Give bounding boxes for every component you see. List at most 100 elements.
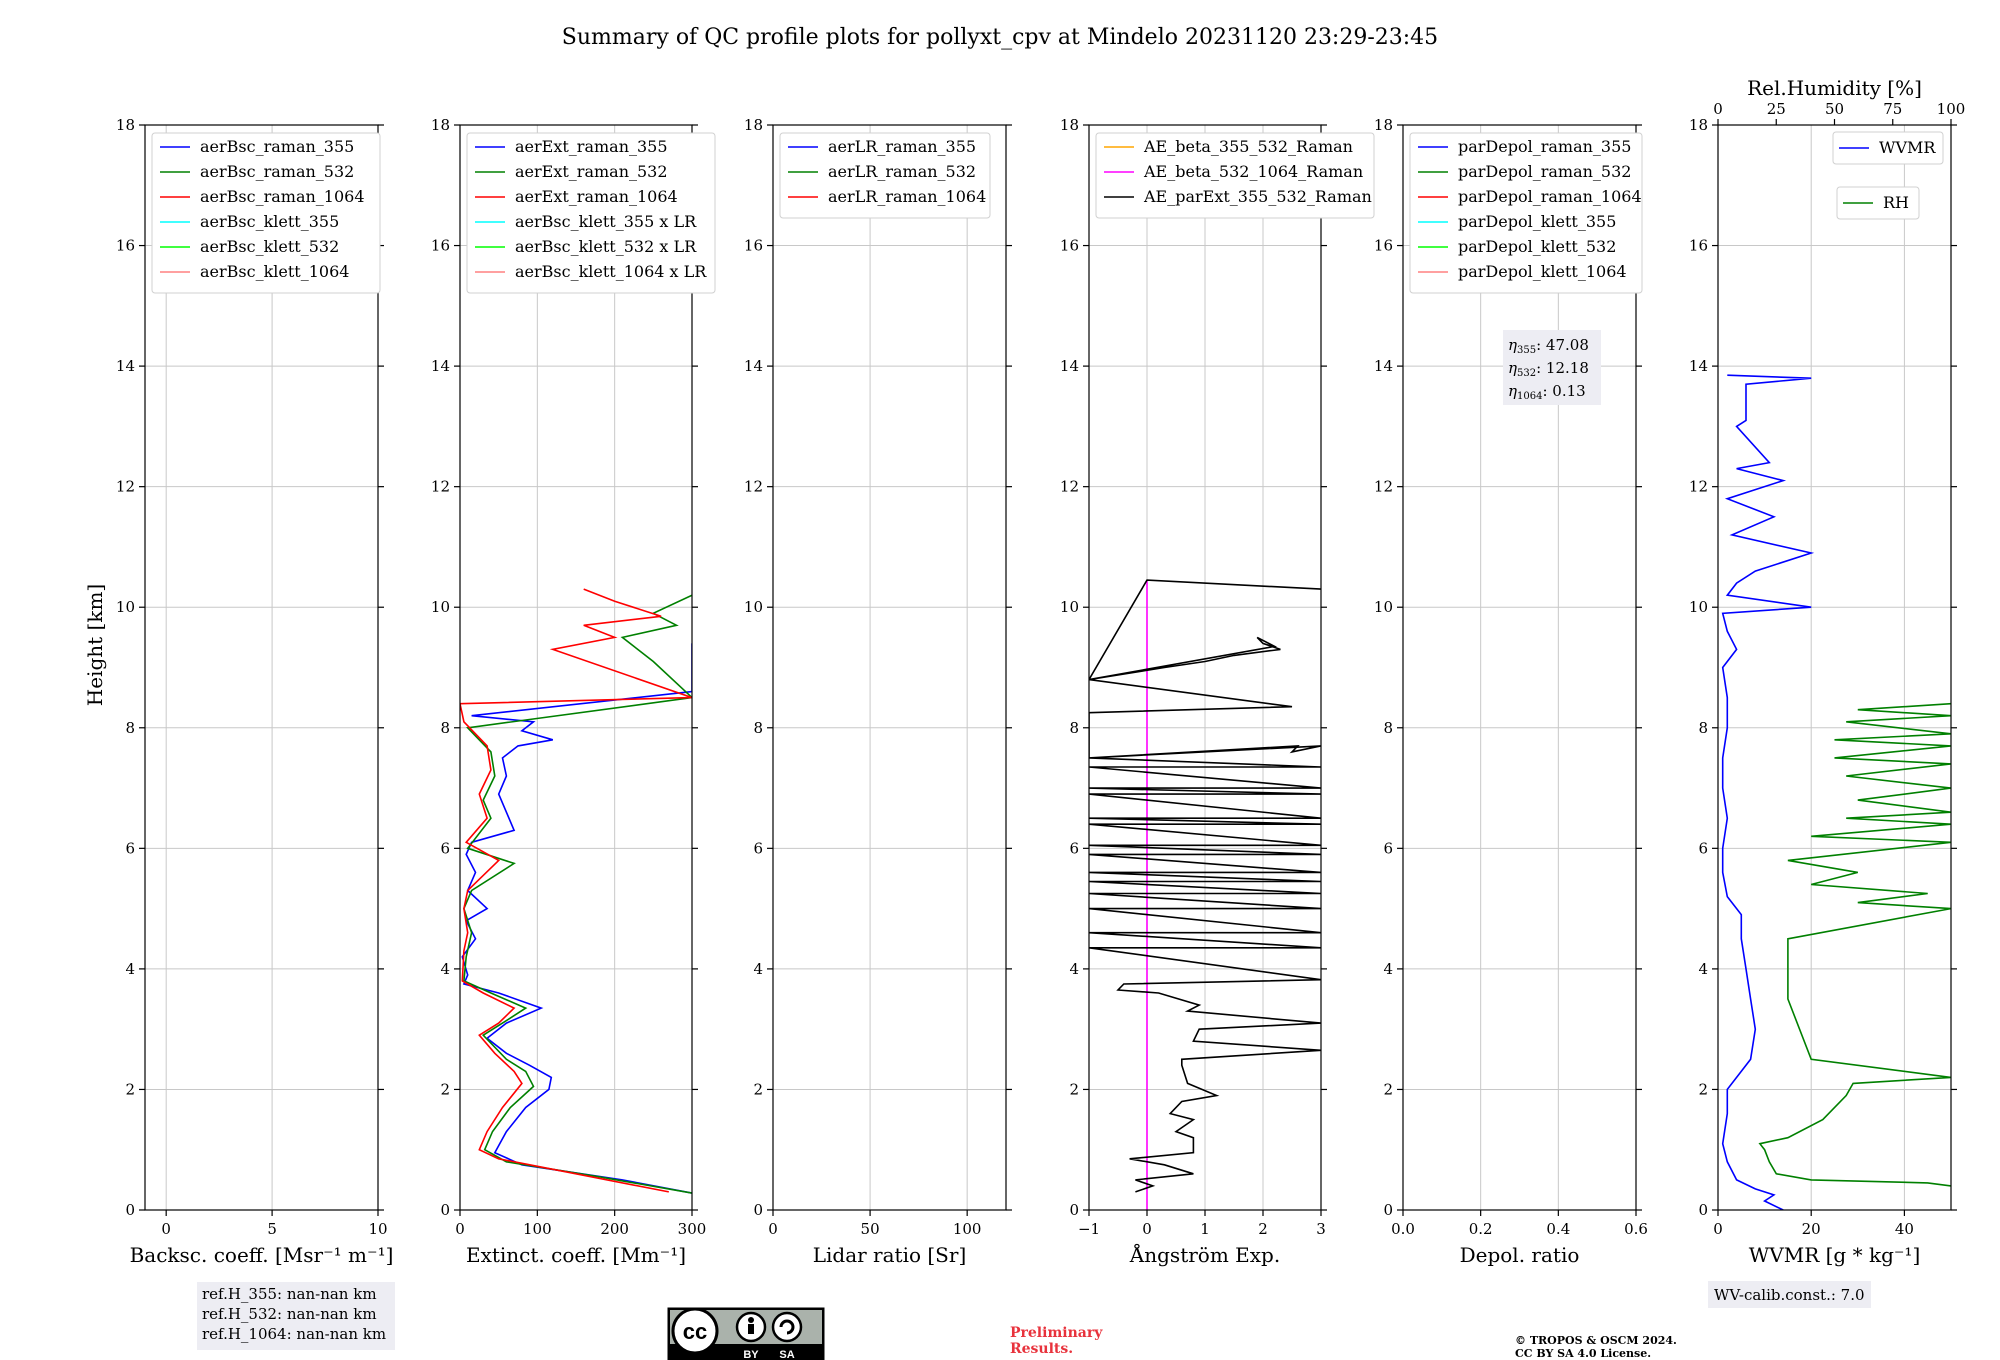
y-axis-label: Height [km]	[83, 584, 107, 706]
y-tick-label: 2	[125, 1080, 135, 1098]
y-tick-label: 2	[440, 1080, 450, 1098]
legend-label: parDepol_klett_1064	[1458, 262, 1627, 281]
y-tick-label: 8	[753, 719, 763, 737]
y-tick-label: 14	[1060, 357, 1079, 375]
legend-label: RH	[1883, 193, 1909, 212]
plot-area-wv	[1721, 374, 1951, 1210]
copyright-line-2: CC BY SA 4.0 License.	[1515, 1347, 1651, 1360]
x-axis-label: Ångström Exp.	[1129, 1242, 1280, 1267]
eta-annotation-line: η355: 47.08	[1508, 336, 1589, 356]
y-tick-label: 18	[744, 116, 763, 134]
y-tick-label: 6	[1383, 839, 1393, 857]
y-tick-label: 12	[431, 478, 450, 496]
eta-annotation-box	[1503, 330, 1601, 405]
series-line-ext-0	[461, 643, 692, 1194]
y-tick-label: 10	[116, 598, 135, 616]
y-tick-label: 16	[431, 237, 450, 255]
x-tick-label: 5	[267, 1220, 277, 1238]
legend-label: aerExt_raman_532	[515, 162, 668, 181]
panel-bsc: 0 2 4 6 8 10 12 14 16 18 0 5 10 Backsc. coeff. [Msr⁻¹…	[116, 116, 393, 1267]
legend-label: aerBsc_raman_1064	[200, 187, 365, 206]
x2-tick-label: 100	[1937, 100, 1966, 118]
y-tick-label: 10	[1060, 598, 1079, 616]
x-tick-label: 100	[523, 1220, 552, 1238]
x-tick-label: 10	[368, 1220, 387, 1238]
eta-annotation: η355: 47.08 η532: 12.18 η1064: 0.13	[1503, 330, 1601, 405]
y-tick-label: 12	[116, 478, 135, 496]
y-tick-label: 4	[1069, 960, 1079, 978]
legend-box-wvmr	[1832, 131, 1944, 165]
y-tick-label: 0	[753, 1201, 763, 1219]
legend-label: parDepol_klett_532	[1458, 237, 1616, 256]
x-tick-label: 0	[455, 1220, 465, 1238]
legend-label: aerBsc_klett_532 x LR	[515, 237, 697, 256]
y-tick-label: 4	[125, 960, 135, 978]
x-tick-label: 40	[1895, 1220, 1914, 1238]
y-tick-label: 8	[1383, 719, 1393, 737]
legend-label: aerBsc_klett_532	[200, 237, 339, 256]
y-tick-label: 18	[431, 116, 450, 134]
y-tick-label: 16	[116, 237, 135, 255]
x2-axis-label: Rel.Humidity [%]	[1747, 76, 1922, 100]
plot-area-ae	[1089, 579, 1321, 1210]
legend-box-rh	[1836, 186, 1920, 220]
y-tick-label: 16	[744, 237, 763, 255]
panel-lr: 0 2 4 6 8 10 12 14 16 18 0 50 100 Lidar ratio [Sr] aer…	[744, 116, 1012, 1267]
y-tick-label: 0	[440, 1201, 450, 1219]
y-tick-label: 8	[1069, 719, 1079, 737]
y-tick-label: 14	[116, 357, 135, 375]
legend-label: aerBsc_raman_355	[200, 137, 354, 156]
legend-label: AE_beta_532_1064_Raman	[1143, 162, 1363, 181]
y-tick-label: 0	[1069, 1201, 1079, 1219]
legend-label: parDepol_raman_1064	[1458, 187, 1642, 206]
x-tick-label: 0	[1713, 1220, 1723, 1238]
x2-tick-label: 75	[1883, 100, 1902, 118]
x-tick-label: 0.2	[1469, 1220, 1493, 1238]
legend-label: aerBsc_klett_355 x LR	[515, 212, 697, 231]
x-tick-label: 0	[161, 1220, 171, 1238]
x-axis-label: Extinct. coeff. [Mm⁻¹]	[466, 1243, 686, 1267]
y-tick-label: 8	[440, 719, 450, 737]
legend-box	[151, 132, 381, 294]
legend-bsc: aerBsc_raman_355 aerBsc_raman_532 aerBsc_r…	[151, 132, 381, 294]
y-tick-label: 6	[753, 839, 763, 857]
wv-calib-text: WV-calib.const.: 7.0	[1714, 1286, 1865, 1304]
x2-tick-label: 25	[1767, 100, 1786, 118]
legend-box	[1409, 132, 1643, 294]
x-tick-label: 300	[678, 1220, 707, 1238]
panel-depol: 0 2 4 6 8 10 12 14 16 18 0.0 0.2 0.4 0.6 Depol. ratio p…	[1374, 116, 1648, 1267]
figure-title: Summary of QC profile plots for pollyxt_…	[562, 25, 1438, 50]
y-tick-label: 2	[753, 1080, 763, 1098]
legend-label: AE_beta_355_532_Raman	[1143, 137, 1353, 156]
badge-sa-label: SA	[779, 1349, 794, 1360]
y-tick-label: 16	[1060, 237, 1079, 255]
legend-label: parDepol_klett_355	[1458, 212, 1616, 231]
preliminary-line-1: Preliminary	[1010, 1325, 1103, 1341]
series-line-wv-1	[1758, 702, 1951, 1187]
legend-box	[1095, 132, 1375, 219]
legend-box	[466, 132, 716, 294]
y-tick-label: 18	[1689, 116, 1708, 134]
panel-ext: 0 2 4 6 8 10 12 14 16 18 0 100 200 300 Extinct. coeff.…	[431, 116, 716, 1267]
legend-label: aerBsc_raman_532	[200, 162, 354, 181]
y-tick-label: 18	[1374, 116, 1393, 134]
legend-label: parDepol_raman_355	[1458, 137, 1631, 156]
y-tick-label: 18	[1060, 116, 1079, 134]
y-tick-label: 4	[753, 960, 763, 978]
y-tick-label: 10	[744, 598, 763, 616]
y-tick-label: 8	[125, 719, 135, 737]
legend-wv: WVMR RH	[1832, 131, 1944, 220]
y-tick-label: 10	[431, 598, 450, 616]
axes-frame-ext	[459, 124, 693, 1211]
y-tick-label: 0	[1383, 1201, 1393, 1219]
panel-wv: 0 2 4 6 8 10 12 14 16 18 0 20 40 WVMR [g * kg⁻¹] 0 25 50…	[1689, 76, 1965, 1267]
y-tick-label: 6	[440, 839, 450, 857]
y-tick-label: 6	[125, 839, 135, 857]
y-tick-label: 12	[744, 478, 763, 496]
legend-label: aerBsc_klett_1064 x LR	[515, 262, 707, 281]
eta-annotation-line: η532: 12.18	[1508, 359, 1589, 379]
x-axis-label: WVMR [g * kg⁻¹]	[1749, 1243, 1921, 1267]
legend-label: aerLR_raman_355	[828, 137, 976, 156]
